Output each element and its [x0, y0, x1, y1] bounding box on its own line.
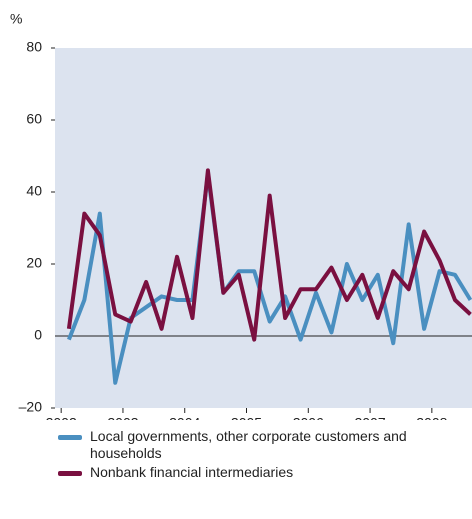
y-tick-label: 60 [26, 111, 42, 127]
y-tick-label: 0 [34, 327, 42, 343]
y-tick-label: 40 [26, 183, 42, 199]
legend-item: Nonbank financial intermediaries [58, 464, 468, 481]
legend-label: Nonbank financial intermediaries [90, 464, 294, 480]
legend: Local governments, other corporate custo… [58, 428, 468, 483]
y-tick-label: 20 [26, 255, 42, 271]
y-tick-label: –20 [19, 399, 43, 415]
legend-item: Local governments, other corporate custo… [58, 428, 468, 462]
legend-label: Local governments, other corporate custo… [90, 428, 407, 461]
legend-swatch [58, 471, 82, 476]
x-tick-label: 2007 [354, 415, 385, 420]
x-tick-label: 2006 [293, 415, 324, 420]
x-tick-label: 2008 [416, 415, 447, 420]
legend-swatch [58, 435, 82, 440]
x-tick-label: 2005 [231, 415, 262, 420]
y-tick-label: 80 [26, 39, 42, 55]
series-line [67, 172, 472, 385]
y-unit: % [10, 11, 22, 27]
x-tick-label: 2004 [169, 415, 200, 420]
x-tick-label: 2003 [107, 415, 138, 420]
series-line [66, 168, 472, 342]
